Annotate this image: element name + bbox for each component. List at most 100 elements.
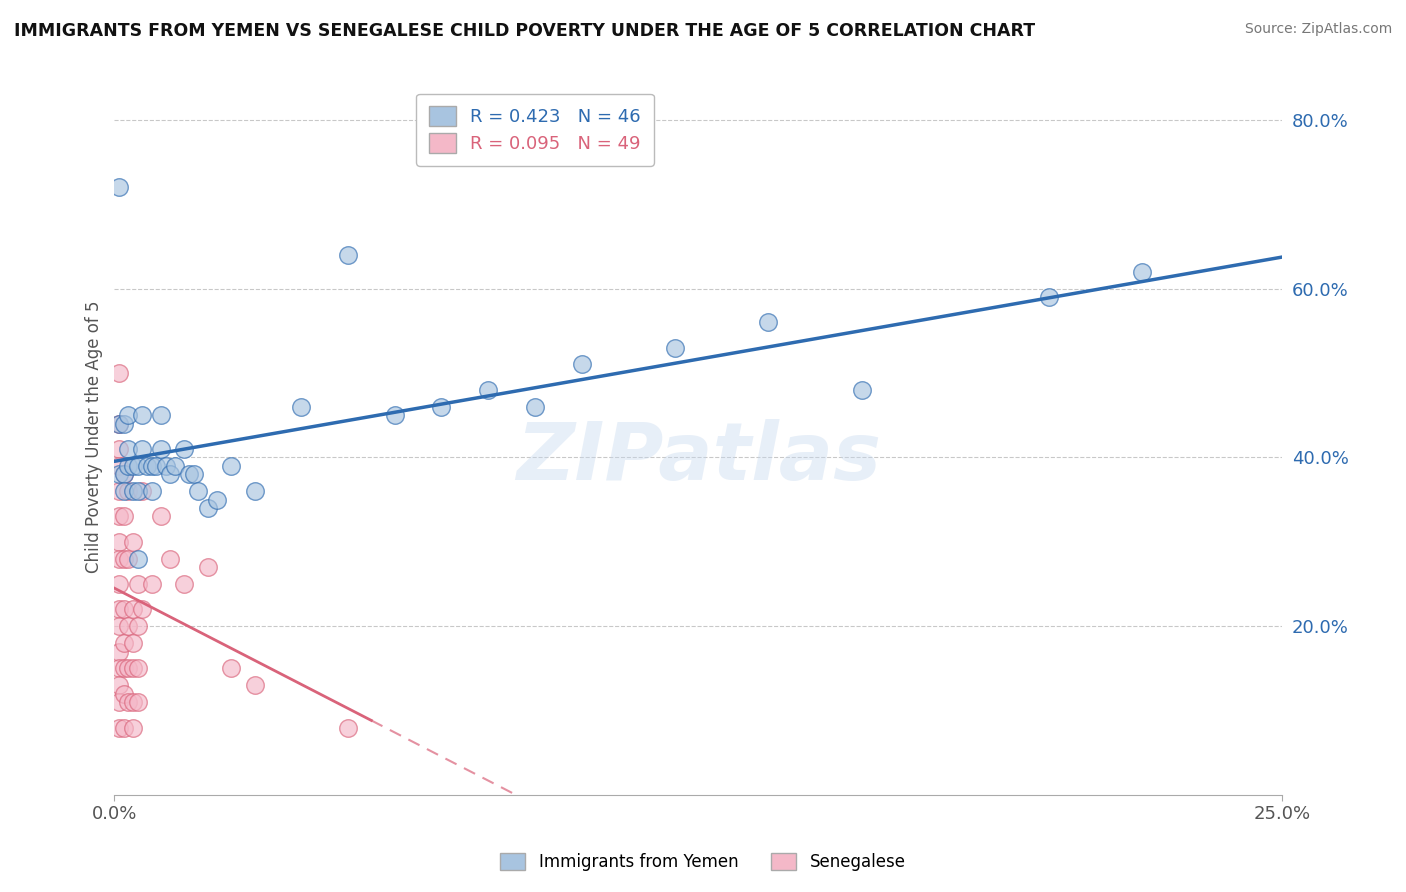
Point [159, 551, 181, 566]
Point [108, 417, 131, 431]
Point [117, 442, 139, 456]
Point [205, 492, 228, 507]
Point [108, 458, 131, 473]
Point [108, 551, 131, 566]
Point [112, 509, 135, 524]
Point [150, 509, 173, 524]
Point [108, 602, 131, 616]
Point [122, 484, 145, 499]
Point [117, 551, 139, 566]
Point [108, 619, 131, 633]
Point [108, 509, 131, 524]
Point [112, 721, 135, 735]
Point [112, 551, 135, 566]
Point [155, 458, 177, 473]
Point [127, 577, 149, 591]
Point [219, 458, 242, 473]
Point [179, 467, 201, 482]
Point [173, 577, 195, 591]
Y-axis label: Child Poverty Under the Age of 5: Child Poverty Under the Age of 5 [86, 300, 103, 573]
Point [122, 695, 145, 709]
Point [187, 484, 209, 499]
Legend: R = 0.423   N = 46, R = 0.095   N = 49: R = 0.423 N = 46, R = 0.095 N = 49 [416, 94, 654, 166]
Point [141, 458, 163, 473]
Point [127, 661, 149, 675]
Point [122, 458, 145, 473]
Point [108, 644, 131, 658]
Point [430, 400, 453, 414]
Point [117, 484, 139, 499]
Point [108, 366, 131, 380]
Point [384, 408, 406, 422]
Point [108, 442, 131, 456]
Point [477, 383, 499, 397]
Point [219, 661, 242, 675]
Point [290, 400, 312, 414]
Point [173, 442, 195, 456]
Point [112, 417, 135, 431]
Point [131, 484, 153, 499]
Point [1038, 290, 1060, 304]
Point [336, 248, 359, 262]
Point [122, 661, 145, 675]
Text: IMMIGRANTS FROM YEMEN VS SENEGALESE CHILD POVERTY UNDER THE AGE OF 5 CORRELATION: IMMIGRANTS FROM YEMEN VS SENEGALESE CHIL… [14, 22, 1035, 40]
Point [108, 661, 131, 675]
Point [197, 560, 219, 574]
Point [117, 619, 139, 633]
Point [117, 458, 139, 473]
Point [127, 695, 149, 709]
Legend: Immigrants from Yemen, Senegalese: Immigrants from Yemen, Senegalese [492, 845, 914, 880]
Point [141, 577, 163, 591]
Point [336, 721, 359, 735]
Text: ZIPatlas: ZIPatlas [516, 418, 880, 497]
Point [127, 551, 149, 566]
Point [108, 467, 131, 482]
Point [150, 408, 173, 422]
Point [112, 484, 135, 499]
Point [122, 602, 145, 616]
Point [108, 417, 131, 431]
Point [117, 695, 139, 709]
Point [243, 678, 266, 692]
Point [122, 534, 145, 549]
Point [108, 180, 131, 194]
Point [851, 383, 873, 397]
Text: Source: ZipAtlas.com: Source: ZipAtlas.com [1244, 22, 1392, 37]
Point [112, 636, 135, 650]
Point [758, 315, 780, 329]
Point [127, 619, 149, 633]
Point [127, 458, 149, 473]
Point [117, 661, 139, 675]
Point [159, 467, 181, 482]
Point [122, 721, 145, 735]
Point [1130, 265, 1153, 279]
Point [108, 678, 131, 692]
Point [243, 484, 266, 499]
Point [131, 442, 153, 456]
Point [571, 358, 593, 372]
Point [108, 695, 131, 709]
Point [112, 467, 135, 482]
Point [117, 408, 139, 422]
Point [131, 602, 153, 616]
Point [112, 687, 135, 701]
Point [112, 602, 135, 616]
Point [122, 636, 145, 650]
Point [197, 501, 219, 516]
Point [183, 467, 205, 482]
Point [664, 341, 686, 355]
Point [131, 408, 153, 422]
Point [108, 484, 131, 499]
Point [108, 577, 131, 591]
Point [112, 467, 135, 482]
Point [141, 484, 163, 499]
Point [112, 661, 135, 675]
Point [108, 534, 131, 549]
Point [150, 442, 173, 456]
Point [136, 458, 159, 473]
Point [523, 400, 546, 414]
Point [145, 458, 167, 473]
Point [108, 721, 131, 735]
Point [127, 484, 149, 499]
Point [165, 458, 187, 473]
